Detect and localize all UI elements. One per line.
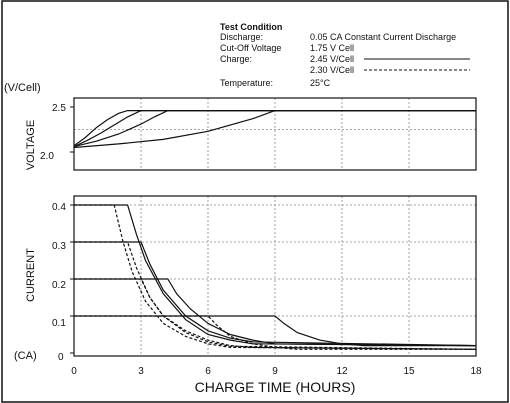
- current-tick-label: 0: [58, 352, 64, 363]
- voltage-panel-frame: [73, 97, 477, 171]
- x-tick-label: 3: [138, 366, 144, 377]
- current-unit-label: (CA): [14, 350, 37, 362]
- voltage-series-line: [73, 110, 476, 148]
- condition-charge-value-2: 2.30 V/Cell: [310, 65, 354, 75]
- current-axis-label: CURRENT: [25, 248, 37, 302]
- x-tick-label: 15: [403, 366, 415, 377]
- condition-temperature-key: Temperature:: [220, 78, 273, 88]
- x-axis-label: CHARGE TIME (HOURS): [195, 379, 356, 395]
- plot-frames: [73, 97, 477, 357]
- condition-discharge-key: Discharge:: [220, 32, 263, 42]
- voltage-tick-label: 2.5: [52, 103, 66, 114]
- current-series-line: [74, 315, 476, 350]
- current-tick-label: 0.3: [52, 241, 66, 252]
- x-tick-label: 0: [71, 366, 77, 377]
- current-tick-label: 0.2: [52, 280, 66, 291]
- current-tick-label: 0.4: [52, 202, 66, 213]
- voltage-axis-label: VOLTAGE: [25, 120, 37, 170]
- voltage-series-line: [73, 110, 476, 147]
- current-tick-label: 0.1: [52, 318, 66, 329]
- condition-cutoff-value: 1.75 V Cell: [310, 43, 354, 53]
- voltage-unit-label: (V/Cell): [4, 82, 41, 94]
- grid-lines: [70, 98, 476, 356]
- condition-temperature-value: 25°C: [310, 78, 331, 88]
- condition-discharge-value: 0.05 CA Constant Current Discharge: [310, 32, 456, 42]
- current-series-line: [74, 204, 477, 347]
- voltage-series-line: [73, 110, 476, 148]
- voltage-tick-label: 2.0: [40, 151, 54, 162]
- condition-charge-value-1: 2.45 V/Cell: [310, 54, 354, 64]
- condition-charge-key: Charge:: [220, 54, 252, 64]
- data-series: [73, 110, 477, 350]
- current-series-line: [74, 204, 477, 350]
- current-series-line: [74, 315, 476, 347]
- current-panel-frame: [73, 195, 477, 357]
- current-series-line: [74, 278, 477, 347]
- condition-cutoff-key: Cut-Off Voltage: [220, 43, 281, 53]
- test-condition-heading: Test Condition: [220, 22, 282, 32]
- test-condition-legend: Test Condition Discharge: 0.05 CA Consta…: [220, 22, 470, 88]
- current-series-line: [74, 278, 477, 350]
- x-tick-label: 9: [272, 366, 278, 377]
- x-tick-label: 6: [205, 366, 211, 377]
- x-tick-label: 18: [470, 366, 482, 377]
- x-tick-label: 12: [336, 366, 348, 377]
- voltage-series-line: [73, 110, 476, 149]
